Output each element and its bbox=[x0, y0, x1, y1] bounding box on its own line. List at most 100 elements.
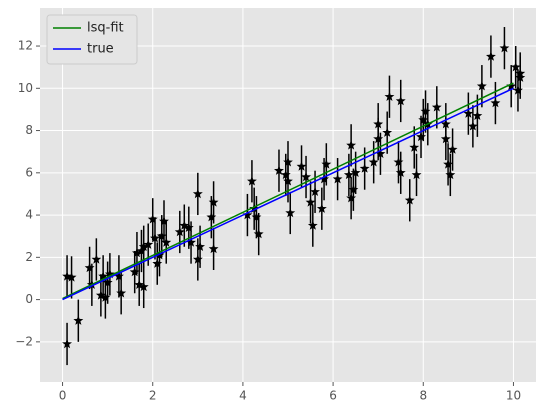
point bbox=[161, 237, 172, 247]
y-tick-label: 10 bbox=[18, 81, 33, 95]
point bbox=[66, 272, 77, 282]
point bbox=[251, 212, 262, 222]
point bbox=[296, 161, 307, 171]
point bbox=[147, 214, 158, 224]
point bbox=[409, 142, 420, 152]
point bbox=[420, 106, 431, 116]
point bbox=[440, 119, 451, 129]
point bbox=[404, 195, 415, 205]
point bbox=[467, 121, 478, 131]
point bbox=[159, 216, 169, 226]
point bbox=[143, 239, 154, 249]
point bbox=[319, 174, 329, 184]
point bbox=[116, 288, 127, 298]
point bbox=[490, 97, 501, 108]
point bbox=[375, 148, 386, 158]
point bbox=[395, 95, 406, 106]
y-tick-label: 4 bbox=[25, 208, 33, 222]
point bbox=[174, 226, 185, 237]
point bbox=[418, 114, 429, 125]
point bbox=[91, 254, 102, 264]
point bbox=[285, 207, 296, 218]
point bbox=[395, 167, 406, 177]
point bbox=[134, 279, 145, 289]
y-tick-label: −2 bbox=[15, 334, 33, 348]
point bbox=[100, 292, 111, 302]
point bbox=[138, 241, 149, 251]
point bbox=[195, 241, 205, 251]
point bbox=[443, 159, 453, 169]
fit-line bbox=[62, 82, 514, 300]
point bbox=[95, 290, 106, 300]
x-tick-label: 6 bbox=[329, 389, 337, 403]
legend-label: lsq-fit bbox=[87, 21, 124, 36]
point bbox=[152, 258, 163, 268]
point bbox=[186, 237, 196, 247]
point bbox=[104, 269, 115, 279]
point bbox=[253, 228, 264, 239]
point bbox=[138, 281, 149, 292]
x-tick-label: 0 bbox=[59, 389, 67, 403]
point bbox=[310, 186, 320, 196]
point bbox=[332, 174, 343, 184]
point bbox=[411, 169, 422, 180]
point bbox=[242, 209, 253, 220]
point bbox=[192, 188, 203, 199]
legend-label: true bbox=[87, 42, 114, 57]
point bbox=[472, 110, 483, 120]
point bbox=[192, 254, 203, 264]
point bbox=[382, 127, 393, 137]
y-tick-label: 12 bbox=[18, 39, 33, 53]
point bbox=[183, 222, 194, 232]
y-tick-label: 8 bbox=[25, 123, 33, 137]
point bbox=[208, 197, 219, 207]
point bbox=[346, 193, 357, 203]
point bbox=[247, 176, 257, 186]
point bbox=[416, 131, 426, 142]
y-tick-label: 6 bbox=[25, 165, 33, 179]
point bbox=[307, 220, 318, 230]
fit-line bbox=[62, 87, 514, 301]
point bbox=[321, 159, 332, 169]
point bbox=[343, 169, 354, 180]
point bbox=[510, 62, 521, 72]
point bbox=[359, 163, 370, 173]
point bbox=[316, 203, 327, 213]
y-tick-label: 2 bbox=[25, 250, 33, 264]
point bbox=[393, 157, 404, 167]
x-tick-label: 4 bbox=[239, 389, 247, 403]
point bbox=[98, 271, 109, 281]
point bbox=[179, 220, 190, 230]
point bbox=[156, 231, 167, 241]
y-tick-label: 0 bbox=[25, 292, 33, 306]
point bbox=[515, 68, 526, 78]
point bbox=[305, 197, 316, 207]
point bbox=[384, 91, 395, 101]
point bbox=[274, 165, 284, 175]
x-tick-label: 2 bbox=[149, 389, 157, 403]
point bbox=[499, 42, 510, 53]
point bbox=[350, 167, 361, 177]
point bbox=[348, 184, 359, 194]
x-tick-label: 10 bbox=[506, 389, 521, 403]
point bbox=[431, 102, 442, 112]
point bbox=[368, 157, 379, 167]
point bbox=[62, 338, 72, 349]
point bbox=[102, 277, 113, 287]
point bbox=[301, 171, 311, 182]
point bbox=[283, 176, 293, 186]
point bbox=[476, 81, 487, 91]
point bbox=[114, 271, 124, 281]
point bbox=[506, 81, 517, 91]
point bbox=[280, 169, 291, 180]
x-tick-label: 8 bbox=[419, 389, 427, 403]
point bbox=[463, 108, 474, 118]
point bbox=[445, 169, 456, 180]
point bbox=[447, 144, 458, 154]
point bbox=[346, 140, 357, 150]
point bbox=[84, 262, 95, 273]
point bbox=[73, 315, 84, 325]
point bbox=[150, 233, 160, 243]
point bbox=[206, 212, 217, 222]
